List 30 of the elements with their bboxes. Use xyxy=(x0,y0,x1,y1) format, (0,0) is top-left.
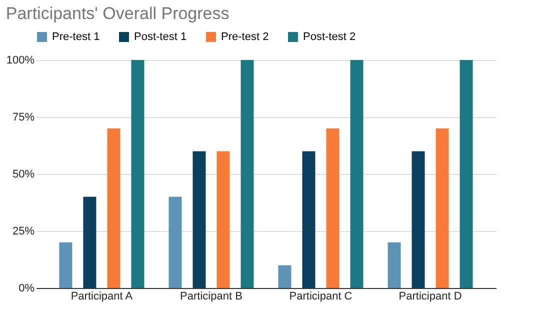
y-tick-label: 50% xyxy=(12,168,35,180)
bar xyxy=(278,265,292,288)
bar xyxy=(350,60,364,288)
bar xyxy=(107,128,120,288)
bar xyxy=(302,151,316,288)
bar xyxy=(216,151,230,288)
x-tick-label: Participant A xyxy=(70,290,134,302)
bar xyxy=(326,128,340,288)
bar xyxy=(168,196,182,288)
legend-label: Pre-test 1 xyxy=(52,31,100,43)
bar xyxy=(83,196,96,288)
legend-label: Pre-test 2 xyxy=(221,31,269,43)
bar xyxy=(240,60,254,288)
chart-title: Participants' Overall Progress xyxy=(6,4,230,23)
bar xyxy=(388,242,401,288)
y-tick-label: 25% xyxy=(12,226,35,238)
legend-label: Post-test 2 xyxy=(303,31,356,43)
x-tick-label: Participant B xyxy=(180,290,242,302)
bar xyxy=(131,60,144,288)
x-tick-label: Participant D xyxy=(398,290,462,302)
bar xyxy=(412,151,425,288)
legend-label: Post-test 1 xyxy=(134,31,187,43)
y-tick-label: 75% xyxy=(12,112,35,124)
y-tick-label: 0% xyxy=(18,282,35,294)
bar xyxy=(460,60,473,288)
bar xyxy=(436,128,449,288)
y-tick-label: 100% xyxy=(6,54,35,66)
bar xyxy=(59,242,72,288)
bar xyxy=(192,151,206,288)
x-tick-label: Participant C xyxy=(289,290,352,302)
